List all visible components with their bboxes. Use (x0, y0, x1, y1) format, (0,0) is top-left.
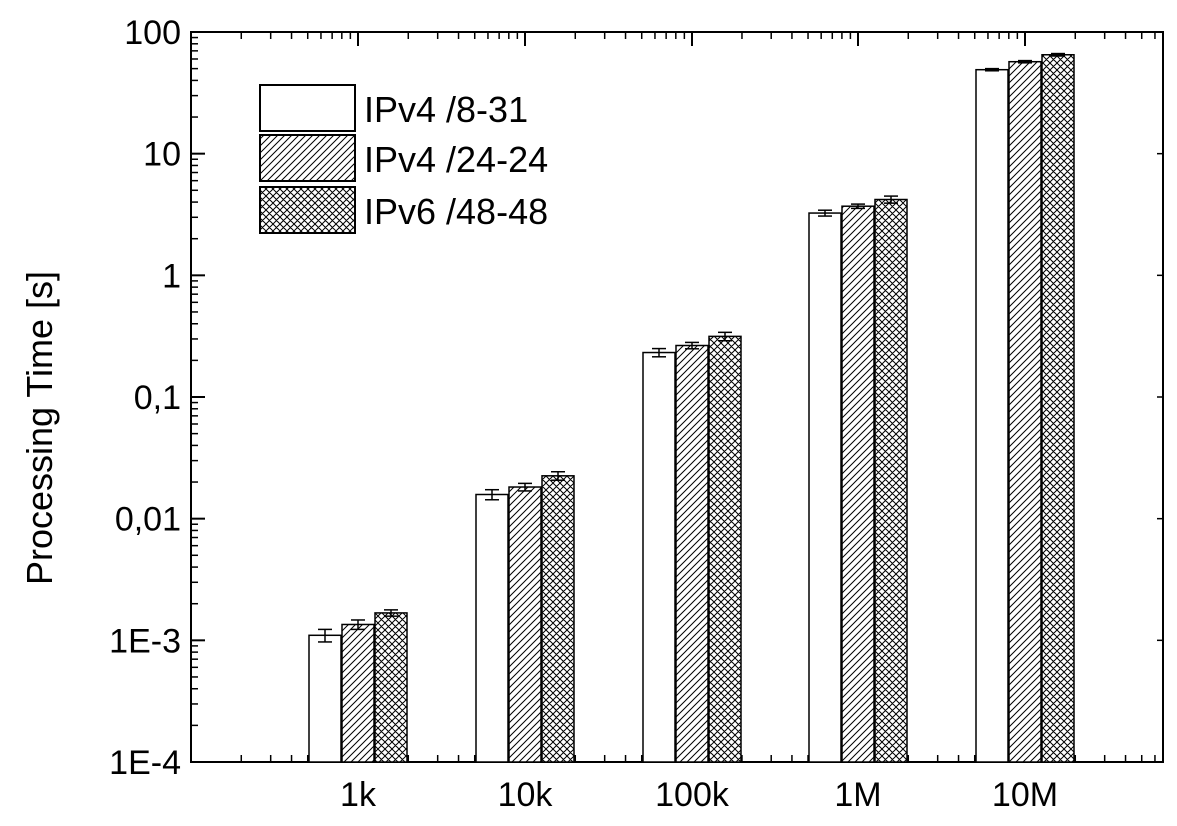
x-tick-label: 1M (834, 776, 881, 814)
legend-label: IPv4 /24-24 (364, 139, 548, 180)
legend-label: IPv4 /8-31 (364, 89, 528, 130)
bar (308, 634, 342, 763)
legend-swatch (259, 84, 356, 132)
bar (642, 351, 676, 763)
y-tick-label: 1 (162, 257, 181, 295)
y-tick-label: 10 (143, 136, 181, 174)
bar (975, 68, 1009, 763)
bar (475, 493, 509, 763)
x-tick-label: 100k (655, 776, 730, 814)
y-tick-label: 0,1 (134, 379, 181, 417)
legend-swatch (259, 186, 356, 234)
legend: IPv4 /8-31 IPv4 /24-24 IPv6 /48-48 (259, 84, 548, 234)
bar (841, 205, 875, 763)
y-tick-label: 1E-3 (109, 622, 181, 660)
bar (541, 475, 575, 763)
bar (808, 212, 842, 763)
bar (374, 612, 408, 763)
bar (341, 623, 375, 763)
x-axis: 1k 10k 100k 1M 10M (240, 32, 1156, 814)
y-axis: 1E-4 1E-3 0,01 0,1 1 10 100 (109, 14, 1163, 782)
legend-swatch (259, 134, 356, 182)
bar (1041, 54, 1075, 763)
y-tick-label: 100 (124, 14, 181, 52)
bar (708, 335, 742, 763)
bar (874, 198, 908, 763)
bar (508, 486, 542, 763)
bar (675, 344, 709, 763)
y-tick-label: 0,01 (115, 501, 181, 539)
x-tick-label: 10k (498, 776, 554, 814)
x-tick-label: 1k (340, 776, 377, 814)
y-axis-label: Processing Time [s] (19, 271, 60, 585)
legend-label: IPv6 /48-48 (364, 191, 548, 232)
y-tick-label: 1E-4 (109, 744, 181, 782)
x-tick-label: 10M (992, 776, 1058, 814)
bar (1008, 60, 1042, 763)
bars (308, 52, 1075, 763)
minor-ticks (191, 36, 198, 727)
